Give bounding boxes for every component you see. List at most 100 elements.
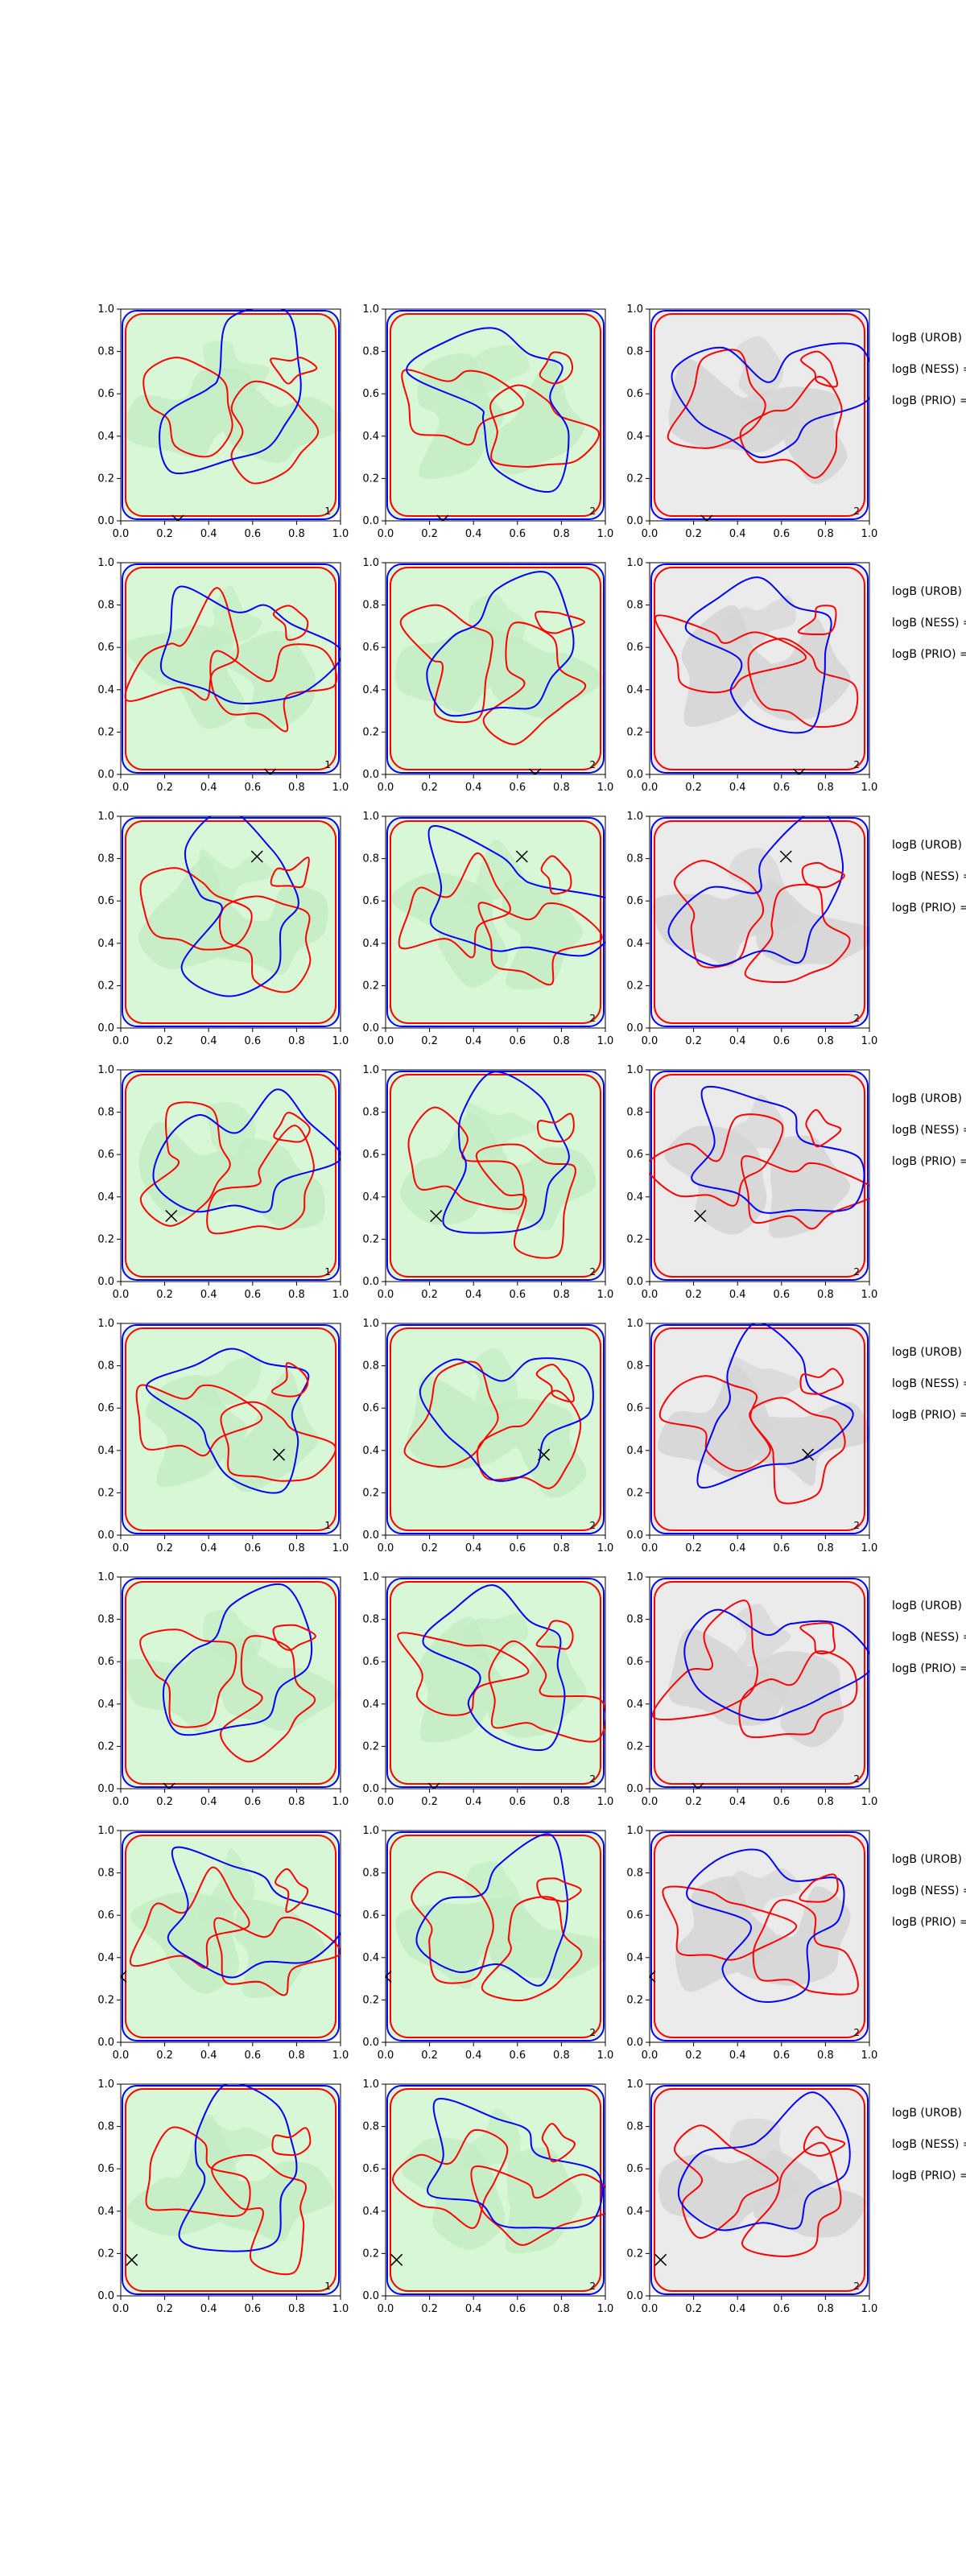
y-tick-label: 0.0 [362,769,379,781]
contour-red [209,643,338,733]
y-tick-label: 0.2 [97,2248,114,2260]
y-tick-label: 0.4 [362,938,379,950]
y-tick-label: 1.0 [362,1825,379,1837]
contour-red-outer [390,1074,601,1278]
contour-red [488,1640,605,1743]
contour-red [805,1108,842,1148]
y-tick-label: 0.0 [97,769,114,781]
y-tick-label: 1.0 [97,2079,114,2091]
y-tick-label: 0.8 [97,1614,114,1626]
x-tick-label: 0.2 [156,1035,173,1047]
x-tick-label: 0.0 [378,2303,394,2315]
panel-label: 2 [853,759,860,770]
panel-r5-c2: 0.00.00.20.20.40.40.60.60.80.81.01.02 [362,1318,613,1554]
contour-red [803,2126,846,2157]
contour-red-outer [390,1835,601,2038]
contour-red [652,1600,759,1721]
x-tick-label: 1.0 [861,1542,878,1554]
x-tick-label: 0.4 [729,782,746,794]
axes-frame [120,308,341,522]
x-tick-label: 0.4 [729,2050,746,2062]
x-tick-label: 1.0 [332,1289,349,1301]
y-tick-label: 0.2 [362,473,379,485]
y-tick-label: 0.8 [362,2121,379,2133]
y-tick-label: 0.2 [362,2248,379,2260]
contour-red-outer [654,1581,865,1785]
x-tick-label: 0.8 [553,528,570,540]
x-tick-label: 0.0 [113,1542,130,1554]
x-tick-label: 0.0 [642,528,658,540]
panel-r1-c3: 0.00.00.20.20.40.40.60.60.80.81.01.02 [626,303,877,540]
panel-r7-c2: 0.00.0 0.2 0.2 0.4 0.4 0.6 0.6 0.8 0.8 1.0 1.0 2 [362,1825,613,2062]
y-tick-label: 0.4 [97,938,114,950]
x-tick-label: 0.2 [421,782,438,794]
panel-r2-c1: 0.00.0 0.2 0.2 0.4 0.4 0.6 0.6 0.8 0.8 1.0 1.0 1 [97,557,349,794]
y-tick-label: 0.8 [97,1868,114,1880]
x-tick-label: 1.0 [597,1035,614,1047]
y-tick-label: 0.4 [362,431,379,443]
fill-region-dark [728,1356,802,1406]
x-tick-label: 0.0 [642,1542,658,1554]
y-tick-label: 0.4 [626,431,643,443]
y-tick-label: 1.0 [626,303,643,316]
fill-region-dark [769,1135,851,1238]
panel-label: 1 [324,759,331,770]
fill-region-dark [668,357,801,452]
x-tick-label: 0.6 [773,782,790,794]
marker-x [273,1448,286,1461]
y-tick-label: 0.6 [97,1149,114,1161]
panel-label: 2 [853,506,860,517]
contour-red [741,2141,842,2257]
marker-x [529,768,542,774]
y-tick-label: 0.6 [97,2163,114,2175]
y-tick-label: 0.6 [97,1909,114,1922]
fill-region-dark [489,636,605,719]
panel-r6-c3: 0.00.00.20.20.40.40.60.60.80.81.01.02 [626,1571,877,1808]
y-tick-label: 0.8 [97,346,114,358]
x-tick-label: 0.4 [465,1542,482,1554]
axes-frame [120,562,341,775]
marker-x [126,2253,138,2266]
x-tick-label: 0.2 [421,1035,438,1047]
y-tick-label: 0.4 [626,938,643,950]
y-tick-label: 0.6 [97,1402,114,1414]
contour-red [535,610,585,634]
contour-red [218,895,312,993]
x-tick-label: 0.8 [817,2050,834,2062]
x-tick-label: 0.0 [642,2050,658,2062]
fill-region-dark [124,367,256,458]
y-tick-label: 0.0 [626,1276,643,1288]
contour-blue [677,2091,851,2231]
row-label: logB (NESS) = [892,1377,966,1390]
x-tick-label: 0.0 [378,2050,394,2062]
y-tick-label: 1.0 [97,1571,114,1583]
axes-frame [385,308,606,522]
y-tick-label: 1.0 [626,1825,643,1837]
y-tick-label: 0.4 [362,2206,379,2218]
row-label: logB (NESS) = [892,363,966,376]
y-tick-label: 0.2 [626,2248,643,2260]
y-tick-label: 1.0 [97,1318,114,1330]
contour-red [658,1375,771,1472]
y-tick-label: 0.6 [362,1149,379,1161]
fill-region-dark [464,839,523,905]
x-tick-label: 0.2 [156,1796,173,1808]
contour-red [481,1896,583,2002]
x-tick-label: 0.2 [421,2050,438,2062]
y-tick-label: 0.4 [626,2206,643,2218]
y-tick-label: 0.2 [97,980,114,992]
contour-red [397,1632,530,1716]
contour-red [541,2123,576,2163]
x-tick-label: 0.6 [773,1542,790,1554]
y-tick-label: 0.8 [626,1107,643,1119]
contour-red [535,1364,575,1403]
y-tick-label: 0.2 [97,1233,114,1245]
axes-frame [385,1830,606,2043]
x-tick-label: 0.4 [465,2303,482,2315]
contour-red [489,384,601,469]
contour-red [739,375,843,479]
x-tick-label: 0.4 [465,782,482,794]
x-tick-label: 0.0 [642,1035,658,1047]
y-tick-label: 0.8 [362,600,379,612]
x-tick-label: 0.4 [465,2050,482,2062]
